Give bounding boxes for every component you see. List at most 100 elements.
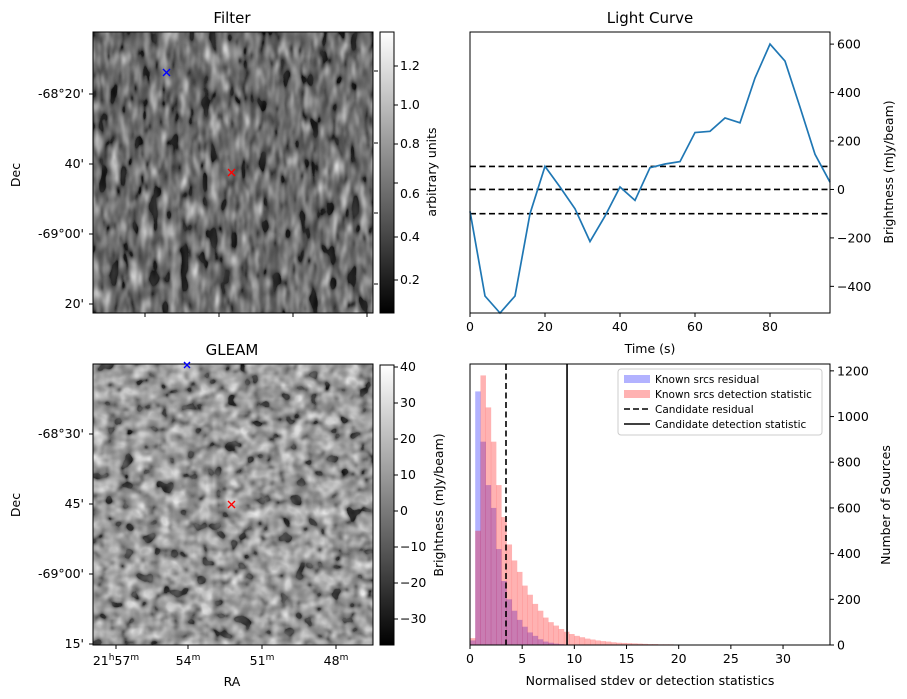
filter-ytick-label: -69°00' — [38, 226, 84, 241]
light-curve-chart: Light Curve Time (s) Brightness (mJy/bea… — [466, 9, 896, 356]
x-tick-label: 15 — [619, 651, 635, 666]
filter-markers — [162, 68, 236, 177]
detection-bar — [548, 622, 554, 645]
detection-bar — [636, 643, 643, 645]
y-tick-label: 0 — [837, 182, 845, 197]
gleam-colorbar-tick: 30 — [400, 395, 416, 410]
residual-bar — [537, 639, 544, 645]
gleam-colorbar — [379, 364, 395, 646]
legend-box — [617, 368, 823, 436]
y-tick-label: 1200 — [837, 363, 869, 378]
filter-colorbar-tick: 1.0 — [400, 97, 420, 112]
filter-colorbar-ticks — [374, 65, 398, 285]
detection-bar — [506, 544, 513, 645]
filter-panel: Filter -68°20' 40' -69°00' 20' Dec — [8, 9, 439, 317]
y-tick-label: 800 — [837, 455, 861, 470]
detection-bar — [475, 530, 481, 645]
x-tick-label: 60 — [687, 319, 703, 334]
y-tick-label: 600 — [837, 500, 861, 515]
filter-colorbar-tick: 0.2 — [400, 272, 420, 287]
gleam-ytick-label: -69°00' — [38, 566, 84, 581]
gleam-xtick-label: 21h57m — [93, 653, 139, 668]
detection-bar — [496, 485, 502, 645]
filter-colorbar-tick: 1.2 — [400, 58, 420, 73]
residual-bar — [506, 599, 513, 645]
x-tick-label: 25 — [723, 651, 739, 666]
filter-ylabel: Dec — [8, 163, 23, 187]
detection-bar — [579, 637, 586, 645]
residual-bar — [553, 643, 559, 645]
filter-colorbar — [379, 31, 395, 314]
residual-bar — [527, 632, 533, 645]
residual-bar — [511, 610, 518, 645]
x-axis-label: Normalised stdev or detection statistics — [526, 673, 775, 688]
filter-title: Filter — [213, 9, 251, 27]
gleam-colorbar-tick: −10 — [400, 539, 426, 554]
x-tick-label: 10 — [566, 651, 582, 666]
residual-bar — [532, 635, 539, 645]
gleam-markers — [183, 361, 236, 509]
x-tick-label: 20 — [671, 651, 687, 666]
detection-bar — [569, 634, 575, 645]
residual-bar — [516, 619, 523, 645]
detection-bar — [595, 640, 601, 645]
detection-bar — [480, 375, 486, 645]
gleam-title: GLEAM — [206, 341, 259, 359]
gleam-colorbar-tick: 0 — [400, 503, 408, 518]
gleam-panel: GLEAM -68°30' 45' -69°00' 15' Dec 21h57m… — [8, 341, 446, 689]
gleam-xtick-label: 51m — [250, 653, 275, 668]
x-tick-label: 40 — [612, 319, 628, 334]
detection-bar — [501, 517, 507, 645]
gleam-colorbar-ticks — [394, 366, 398, 620]
plot-frame — [469, 363, 831, 646]
gleam-colorbar-tick: 40 — [400, 359, 416, 374]
legend-swatch — [624, 390, 650, 398]
plot-frame — [469, 31, 831, 314]
residual-bar — [475, 391, 481, 645]
gleam-colorbar-tick: −30 — [400, 611, 426, 626]
detection-bar — [511, 560, 518, 645]
detection-bar — [537, 610, 544, 645]
x-tick-label: 30 — [775, 651, 791, 666]
residual-bar — [496, 549, 502, 645]
detection-bar — [527, 594, 533, 645]
residual-bar — [501, 581, 507, 645]
legend-label: Candidate residual — [655, 404, 754, 416]
residual-bar — [480, 441, 486, 645]
residual-bar — [548, 642, 554, 645]
legend-label: Candidate detection statistic — [655, 419, 807, 431]
filter-ytick-label: -68°20' — [38, 86, 84, 101]
filter-colorbar-tick: 0.8 — [400, 136, 420, 151]
detection-bar — [516, 571, 523, 645]
y-tick-label: 600 — [837, 37, 861, 52]
detection-bar — [584, 638, 591, 645]
histogram-chart: Normalised stdev or detection statistics… — [466, 363, 893, 688]
detection-bar — [616, 642, 622, 645]
y-tick-label: 1000 — [837, 409, 869, 424]
detection-bar — [600, 641, 606, 645]
residual-bar — [470, 640, 476, 645]
detection-bar — [485, 407, 492, 645]
y-axis-label: Number of Sources — [878, 445, 893, 565]
gleam-red-marker — [227, 500, 236, 509]
light-curve-line — [469, 42, 831, 315]
y-tick-label: 400 — [837, 546, 861, 561]
gleam-ylabel: Dec — [8, 493, 23, 517]
detection-bar — [590, 639, 596, 645]
detection-bar — [470, 638, 476, 645]
x-axis-label: Time (s) — [624, 341, 676, 356]
filter-blue-marker — [162, 68, 171, 77]
detection-bar — [490, 441, 497, 645]
filter-image-frame — [92, 31, 374, 314]
filter-colorbar-tick: 0.4 — [400, 229, 420, 244]
residual-bar — [490, 507, 497, 645]
detection-bar — [605, 641, 612, 645]
gleam-xtick-label: 48m — [324, 653, 349, 668]
detection-bar — [543, 617, 549, 645]
filter-ytick-label: 20' — [65, 296, 84, 311]
detection-bar — [558, 629, 565, 645]
gleam-colorbar-tick: 20 — [400, 431, 416, 446]
filter-colorbar-tick: 0.6 — [400, 186, 420, 201]
detection-bar — [631, 643, 638, 645]
